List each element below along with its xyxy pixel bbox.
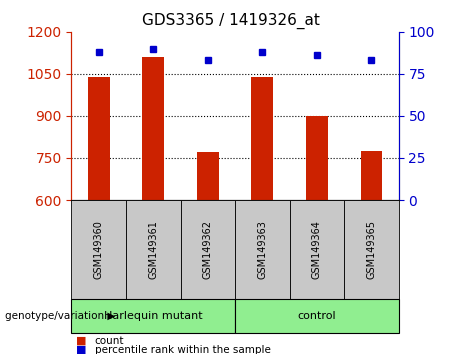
Text: Harlequin mutant: Harlequin mutant: [104, 311, 202, 321]
Bar: [197, 152, 219, 200]
Text: control: control: [298, 311, 336, 321]
Text: GSM149362: GSM149362: [203, 220, 213, 279]
Text: ■: ■: [76, 345, 87, 354]
Bar: [142, 57, 164, 200]
Text: percentile rank within the sample: percentile rank within the sample: [95, 345, 271, 354]
Text: GSM149361: GSM149361: [148, 220, 158, 279]
Text: ■: ■: [76, 336, 87, 346]
Text: GSM149365: GSM149365: [366, 220, 377, 279]
Bar: [252, 77, 273, 200]
Text: GSM149363: GSM149363: [257, 220, 267, 279]
Text: GDS3365 / 1419326_at: GDS3365 / 1419326_at: [142, 12, 319, 29]
Text: GSM149360: GSM149360: [94, 220, 104, 279]
Bar: [361, 151, 382, 200]
Text: GSM149364: GSM149364: [312, 220, 322, 279]
Text: genotype/variation ▶: genotype/variation ▶: [5, 311, 115, 321]
Text: count: count: [95, 336, 124, 346]
Bar: [306, 116, 328, 200]
Bar: [88, 77, 110, 200]
